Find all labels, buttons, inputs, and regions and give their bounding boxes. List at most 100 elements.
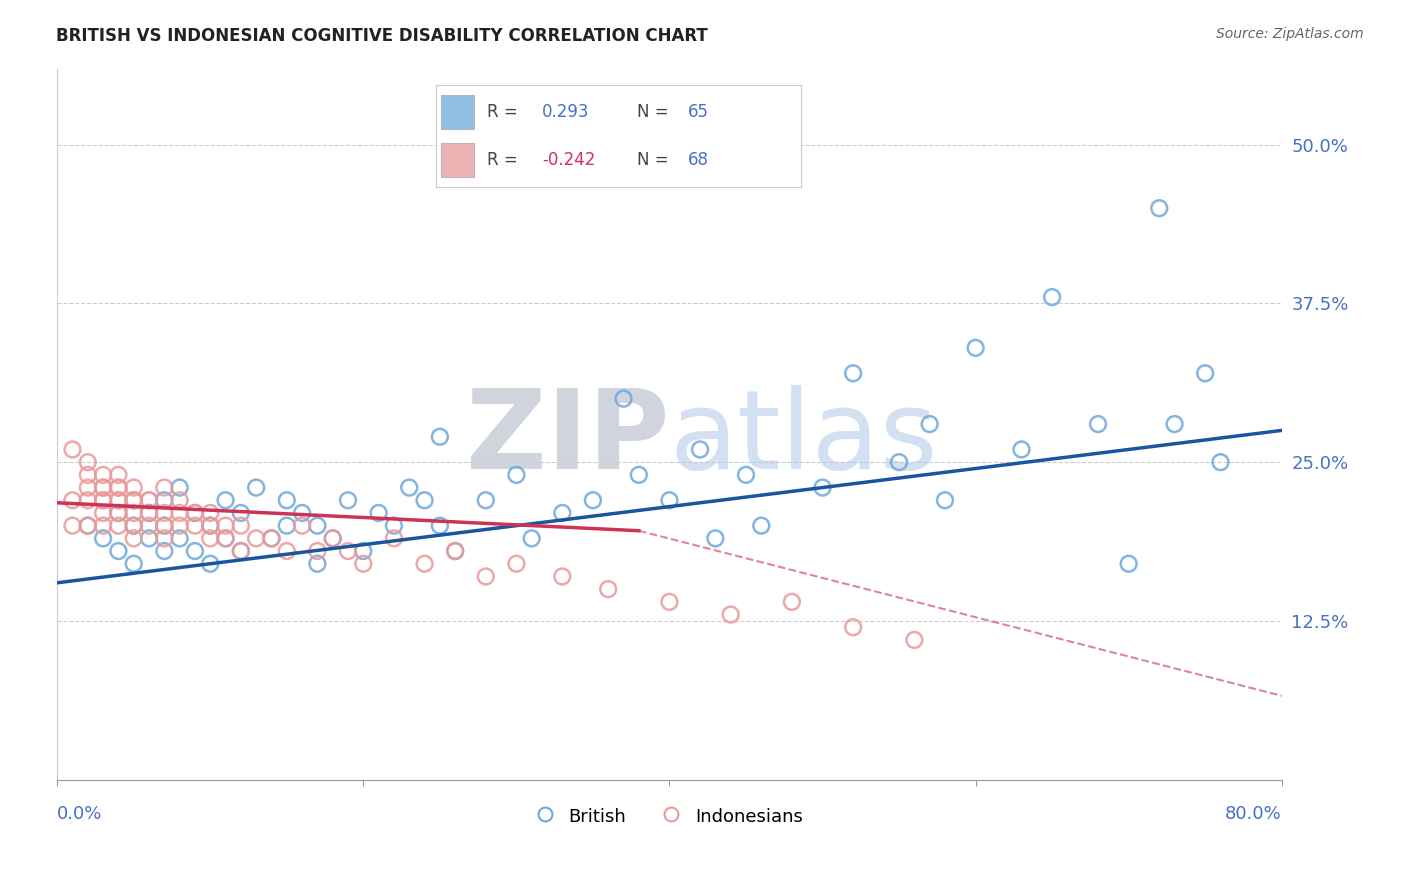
Point: [474, 493, 496, 508]
Point: [811, 481, 834, 495]
Point: [1087, 417, 1109, 431]
Point: [598, 582, 620, 596]
Point: [91, 506, 114, 520]
Text: -0.242: -0.242: [541, 152, 595, 169]
Bar: [441, 144, 474, 177]
Point: [107, 467, 129, 482]
Point: [965, 341, 987, 355]
Text: N =: N =: [637, 152, 673, 169]
Text: Source: ZipAtlas.com: Source: ZipAtlas.com: [1216, 27, 1364, 41]
Point: [76, 518, 98, 533]
Point: [91, 518, 114, 533]
Point: [337, 493, 360, 508]
Point: [337, 544, 360, 558]
Point: [307, 544, 329, 558]
Point: [429, 518, 451, 533]
Text: ZIP: ZIP: [465, 384, 669, 491]
Point: [735, 467, 758, 482]
Point: [382, 532, 405, 546]
Point: [62, 493, 84, 508]
Point: [214, 493, 236, 508]
Point: [918, 417, 941, 431]
Point: [138, 493, 160, 508]
Point: [107, 518, 129, 533]
Point: [582, 493, 605, 508]
Point: [200, 506, 222, 520]
Point: [658, 595, 681, 609]
Text: N =: N =: [637, 103, 673, 120]
Point: [322, 532, 344, 546]
Point: [169, 518, 191, 533]
Point: [245, 481, 267, 495]
Point: [903, 632, 925, 647]
Point: [229, 518, 252, 533]
Point: [107, 506, 129, 520]
Point: [184, 518, 207, 533]
Point: [91, 481, 114, 495]
Legend: British, Indonesians: British, Indonesians: [529, 798, 810, 835]
Point: [429, 430, 451, 444]
Point: [413, 557, 436, 571]
Point: [720, 607, 742, 622]
Point: [352, 557, 374, 571]
Point: [627, 467, 650, 482]
Point: [1118, 557, 1140, 571]
Point: [780, 595, 803, 609]
Point: [214, 518, 236, 533]
Point: [138, 506, 160, 520]
Point: [184, 544, 207, 558]
Point: [107, 481, 129, 495]
Text: 65: 65: [688, 103, 709, 120]
Point: [307, 518, 329, 533]
Point: [169, 506, 191, 520]
Point: [382, 518, 405, 533]
Point: [107, 481, 129, 495]
Point: [76, 467, 98, 482]
Point: [551, 569, 574, 583]
Text: R =: R =: [486, 103, 523, 120]
Point: [260, 532, 283, 546]
Point: [107, 506, 129, 520]
Point: [122, 493, 145, 508]
Text: 68: 68: [688, 152, 709, 169]
Text: 80.0%: 80.0%: [1225, 805, 1282, 822]
Point: [505, 557, 527, 571]
Point: [352, 544, 374, 558]
Point: [474, 569, 496, 583]
Point: [229, 544, 252, 558]
Point: [689, 442, 711, 457]
Point: [169, 532, 191, 546]
Point: [276, 544, 298, 558]
Point: [749, 518, 772, 533]
Point: [122, 506, 145, 520]
Point: [107, 493, 129, 508]
Point: [291, 506, 314, 520]
Text: BRITISH VS INDONESIAN COGNITIVE DISABILITY CORRELATION CHART: BRITISH VS INDONESIAN COGNITIVE DISABILI…: [56, 27, 709, 45]
Point: [413, 493, 436, 508]
Point: [551, 506, 574, 520]
Point: [107, 544, 129, 558]
Point: [107, 493, 129, 508]
Point: [153, 493, 176, 508]
Point: [62, 518, 84, 533]
Point: [184, 506, 207, 520]
Point: [122, 557, 145, 571]
Point: [91, 532, 114, 546]
Point: [153, 481, 176, 495]
Point: [367, 506, 389, 520]
Point: [1194, 366, 1216, 380]
Text: atlas: atlas: [669, 384, 938, 491]
Point: [153, 532, 176, 546]
Text: 0.0%: 0.0%: [58, 805, 103, 822]
Point: [276, 493, 298, 508]
Point: [276, 518, 298, 533]
Point: [444, 544, 467, 558]
Point: [169, 481, 191, 495]
Point: [229, 544, 252, 558]
Point: [153, 506, 176, 520]
Text: R =: R =: [486, 152, 523, 169]
Point: [1040, 290, 1063, 304]
Point: [934, 493, 956, 508]
Text: 0.293: 0.293: [541, 103, 589, 120]
Point: [842, 366, 865, 380]
